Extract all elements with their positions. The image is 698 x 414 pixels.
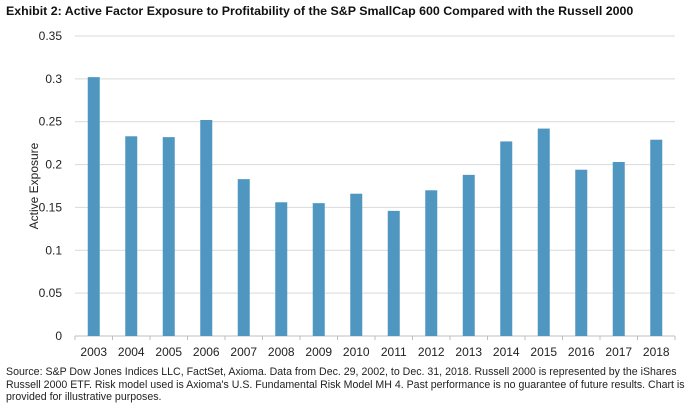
bar-2011 (387, 210, 400, 336)
x-tick-label: 2012 (418, 345, 445, 359)
x-tick-label: 2010 (343, 345, 370, 359)
bar-2017 (612, 162, 625, 336)
x-tick-label: 2011 (381, 345, 407, 359)
y-tick-label: 0.3 (45, 72, 62, 86)
x-tick-label: 2009 (305, 345, 332, 359)
y-tick-label: 0.25 (39, 115, 63, 129)
y-tick-label: 0.2 (45, 158, 62, 172)
bar-2016 (575, 169, 588, 336)
bar-2004 (125, 136, 138, 336)
y-tick-label: 0 (55, 329, 62, 343)
bar-2008 (275, 202, 288, 336)
x-tick-label: 2003 (80, 345, 107, 359)
x-tick-label: 2004 (118, 345, 145, 359)
x-tick-label: 2016 (568, 345, 595, 359)
bar-2007 (237, 179, 250, 336)
bar-2006 (200, 120, 213, 336)
bar-2014 (500, 141, 513, 336)
x-tick-label: 2017 (605, 345, 632, 359)
y-tick-label: 0.35 (39, 29, 63, 43)
x-tick-label: 2006 (193, 345, 220, 359)
x-tick-label: 2005 (155, 345, 182, 359)
chart-title: Exhibit 2: Active Factor Exposure to Pro… (6, 4, 634, 18)
y-tick-label: 0.05 (39, 286, 63, 300)
bar-2013 (462, 174, 475, 336)
bar-2018 (650, 139, 663, 336)
bar-2005 (162, 137, 175, 336)
x-tick-label: 2015 (530, 345, 557, 359)
y-axis-label: Active Exposure (27, 142, 41, 229)
bar-2010 (350, 193, 363, 336)
y-tick-label: 0.15 (39, 200, 63, 214)
bar-2003 (87, 77, 100, 337)
bar-2015 (537, 128, 550, 336)
bar-2009 (312, 203, 325, 336)
x-tick-label: 2013 (455, 345, 482, 359)
x-tick-label: 2008 (268, 345, 295, 359)
y-tick-label: 0.1 (45, 243, 62, 257)
bar-2012 (425, 190, 438, 336)
x-tick-label: 2018 (643, 345, 670, 359)
x-tick-label: 2007 (230, 345, 257, 359)
x-tick-label: 2014 (493, 345, 520, 359)
source-note: Source: S&P Dow Jones Indices LLC, FactS… (6, 366, 685, 404)
